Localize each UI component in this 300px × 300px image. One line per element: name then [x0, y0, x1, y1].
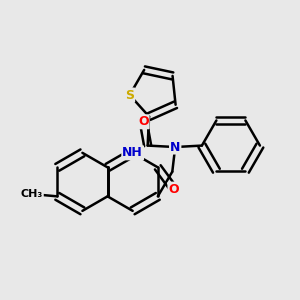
- Text: O: O: [138, 115, 148, 128]
- Text: S: S: [125, 88, 134, 101]
- Text: N: N: [170, 140, 180, 154]
- Text: CH₃: CH₃: [21, 189, 43, 199]
- Text: O: O: [168, 183, 179, 196]
- Text: NH: NH: [122, 146, 143, 159]
